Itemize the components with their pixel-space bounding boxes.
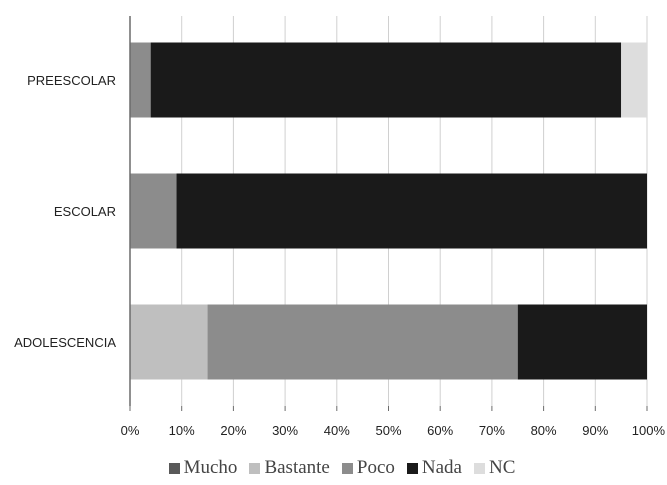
legend-label: Nada: [421, 457, 462, 478]
legend-item-nc: NC: [473, 457, 516, 479]
category-label-preescolar: PREESCOLAR: [27, 73, 116, 88]
legend-label: Bastante: [264, 457, 330, 478]
bar-segment-poco-escolar: [130, 173, 177, 249]
bar-segment-nada-escolar: [176, 173, 647, 249]
legend-label: Mucho: [183, 457, 238, 478]
legend-label: NC: [488, 457, 516, 478]
bar-segment-nada-preescolar: [150, 42, 622, 118]
x-tick-label: 0%: [121, 423, 140, 438]
x-tick-label: 70%: [479, 423, 505, 438]
x-tick-label: 50%: [375, 423, 401, 438]
x-tick-label: 100%: [632, 423, 666, 438]
x-tick-label: 80%: [531, 423, 557, 438]
legend-item-poco: Poco: [341, 457, 395, 479]
stacked-bar-chart: PREESCOLAR ESCOLAR ADOLESCENCIA 0% 10% 20% 30…: [14, 16, 666, 438]
x-tick-label: 40%: [324, 423, 350, 438]
category-labels: PREESCOLAR ESCOLAR ADOLESCENCIA: [14, 73, 116, 350]
legend-item-bastante: Bastante: [249, 457, 330, 479]
legend-swatch: [406, 462, 418, 474]
bar-segment-nada-adolescencia: [517, 304, 647, 380]
bar-segment-poco-adolescencia: [207, 304, 518, 380]
x-tick-labels: 0% 10% 20% 30% 40% 50% 60% 70% 80% 90% 100%: [121, 423, 666, 438]
legend-swatch: [473, 462, 485, 474]
legend-swatch: [168, 462, 180, 474]
x-tick-label: 30%: [272, 423, 298, 438]
x-tick-label: 60%: [427, 423, 453, 438]
legend-swatch: [249, 462, 261, 474]
x-tick-label: 90%: [582, 423, 608, 438]
bar-segment-bastante-adolescencia: [130, 304, 208, 380]
x-tick-label: 10%: [169, 423, 195, 438]
bars: [130, 42, 647, 380]
bar-segment-nc-preescolar: [621, 42, 647, 118]
legend-swatch: [341, 462, 353, 474]
category-label-adolescencia: ADOLESCENCIA: [14, 335, 116, 350]
category-label-escolar: ESCOLAR: [54, 204, 116, 219]
legend: Mucho Bastante Poco Nada NC: [118, 451, 566, 485]
bar-segment-poco-preescolar: [130, 42, 151, 118]
legend-label: Poco: [356, 457, 395, 478]
x-tick-label: 20%: [220, 423, 246, 438]
legend-item-nada: Nada: [406, 457, 462, 479]
axes: [129, 16, 648, 411]
legend-item-mucho: Mucho: [168, 457, 238, 479]
